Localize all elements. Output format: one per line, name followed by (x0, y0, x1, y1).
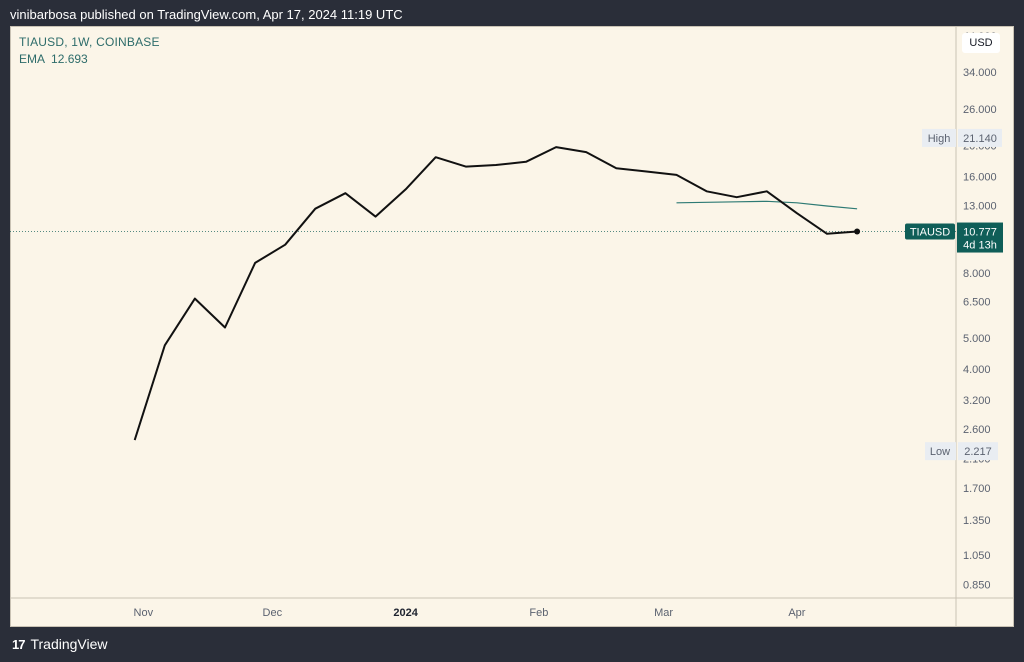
ema-label: EMA (19, 52, 46, 66)
x-tick-label: 2024 (393, 607, 418, 619)
high-value: 21.140 (963, 133, 997, 145)
x-tick-label: Apr (788, 607, 805, 619)
low-value: 2.217 (964, 446, 992, 458)
low-label-bg (925, 442, 956, 461)
high-label: High (928, 133, 951, 145)
ema-value: 12.693 (51, 52, 88, 66)
y-tick-label: 8.000 (963, 268, 991, 280)
x-tick-label: Feb (529, 607, 548, 619)
symbol-legend[interactable]: TIAUSD, 1W, COINBASE (19, 35, 160, 49)
last-price-dot (854, 228, 861, 235)
y-tick-label: 0.850 (963, 579, 991, 591)
low-label: Low (930, 446, 950, 458)
y-tick-label: 13.000 (963, 200, 997, 212)
brand-name: TradingView (30, 636, 108, 652)
y-tick-label: 34.000 (963, 67, 997, 79)
publish-header: vinibarbosa published on TradingView.com… (10, 7, 403, 22)
y-tick-label: 5.000 (963, 333, 991, 345)
high-label-bg (922, 128, 956, 147)
ema-line (676, 200, 858, 210)
price-line (133, 146, 858, 441)
footer: 17 TradingView (12, 636, 108, 652)
x-tick-label: Dec (263, 607, 283, 619)
x-tick-label: Mar (654, 607, 673, 619)
currency-button[interactable]: USD (962, 33, 1000, 53)
x-tick-label: Nov (134, 607, 154, 619)
last-price-value: 10.777 (963, 227, 997, 239)
last-symbol-tag (905, 223, 955, 240)
y-tick-label: 2.600 (963, 424, 991, 436)
high-value-bg (958, 128, 1002, 147)
y-tick-label: 1.050 (963, 550, 991, 562)
last-symbol-label: TIAUSD (910, 227, 950, 239)
y-tick-label: 1.700 (963, 483, 991, 495)
last-price-tag (957, 222, 1003, 253)
y-tick-label: 6.500 (963, 297, 991, 309)
y-tick-label: 3.200 (963, 395, 991, 407)
y-tick-label: 26.000 (963, 104, 997, 116)
y-tick-label: 4.000 (963, 364, 991, 376)
low-value-bg (958, 442, 998, 461)
tradingview-logo-icon: 17 (12, 636, 26, 652)
ema-legend[interactable]: EMA 12.693 (19, 52, 88, 66)
y-tick-label: 1.350 (963, 515, 991, 527)
y-tick-label: 16.000 (963, 172, 997, 184)
bar-countdown: 4d 13h (963, 240, 997, 252)
